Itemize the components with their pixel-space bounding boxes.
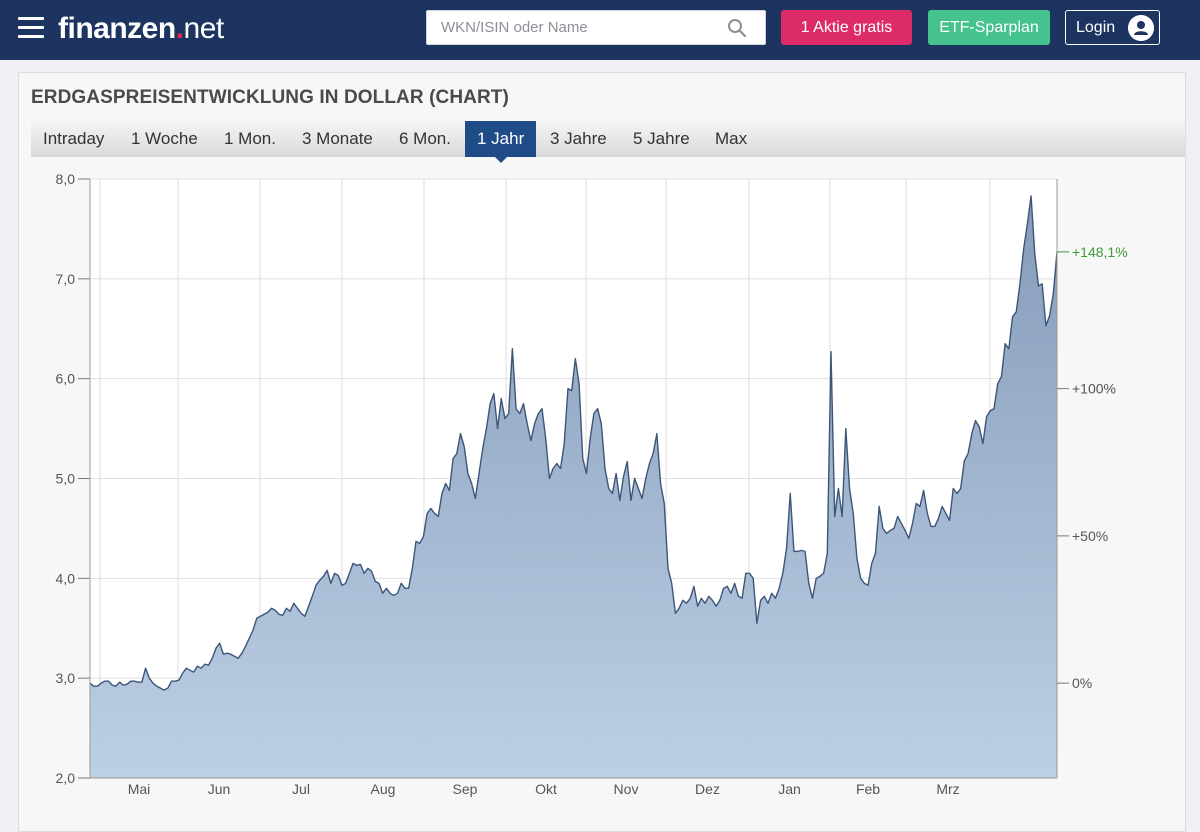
y-tick-label: 8,0 (56, 171, 76, 187)
tab-5-years[interactable]: 5 Jahre (633, 129, 690, 148)
x-tick-label: Jun (208, 781, 231, 797)
tab-3-years[interactable]: 3 Jahre (550, 129, 607, 148)
tab-intraday[interactable]: Intraday (43, 129, 105, 148)
user-icon (1128, 15, 1154, 41)
tab-6-months[interactable]: 6 Mon. (399, 129, 451, 148)
right-tick-label: +100% (1072, 381, 1116, 397)
x-tick-label: Mai (128, 781, 151, 797)
tab-3-months[interactable]: 3 Monate (302, 129, 373, 148)
price-line (89, 195, 1058, 691)
right-tick-label: 0% (1072, 675, 1092, 691)
menu-icon[interactable] (18, 17, 44, 41)
logo[interactable]: finanzen.net (58, 12, 224, 46)
tab-max[interactable]: Max (715, 129, 748, 148)
y-tick-label: 6,0 (56, 371, 76, 387)
y-tick-label: 4,0 (56, 570, 76, 586)
current-change-label: +148,1% (1072, 244, 1128, 260)
etf-savings-plan-button[interactable]: ETF-Sparplan (928, 10, 1050, 45)
y-tick-label: 7,0 (56, 271, 76, 287)
x-tick-label: Dez (695, 781, 720, 797)
tab-1-month[interactable]: 1 Mon. (224, 129, 276, 148)
x-tick-label: Sep (453, 781, 478, 797)
logo-light: net (183, 12, 225, 45)
logo-dot: . (175, 12, 184, 45)
price-area (90, 195, 1057, 779)
x-tick-label: Feb (856, 781, 880, 797)
top-navigation-bar: finanzen.net 1 Aktie gratis ETF-Sparplan… (0, 0, 1200, 60)
search-box (426, 10, 766, 45)
right-tick-label: +50% (1072, 528, 1108, 544)
x-tick-label: Jul (292, 781, 310, 797)
tab-1-week[interactable]: 1 Woche (131, 129, 198, 148)
login-label: Login (1076, 18, 1116, 36)
search-icon[interactable] (727, 18, 747, 38)
x-tick-label: Nov (614, 781, 639, 797)
y-tick-label: 5,0 (56, 471, 76, 487)
x-tick-label: Aug (371, 781, 396, 797)
x-tick-label: Mrz (936, 781, 959, 797)
y-tick-label: 3,0 (56, 670, 76, 686)
search-input[interactable] (427, 11, 717, 44)
timeframe-tabs: Intraday 1 Woche 1 Mon. 3 Monate 6 Mon. … (31, 121, 1185, 163)
x-tick-label: Okt (535, 781, 557, 797)
logo-bold: finanzen (58, 12, 176, 45)
y-tick-label: 2,0 (56, 770, 76, 786)
chart-title: ERDGASPREISENTWICKLUNG IN DOLLAR (CHART) (31, 87, 509, 108)
x-tick-label: Jan (778, 781, 801, 797)
login-button[interactable]: Login (1065, 10, 1160, 45)
free-share-button[interactable]: 1 Aktie gratis (781, 10, 912, 45)
tab-1-year[interactable]: 1 Jahr (465, 121, 537, 163)
